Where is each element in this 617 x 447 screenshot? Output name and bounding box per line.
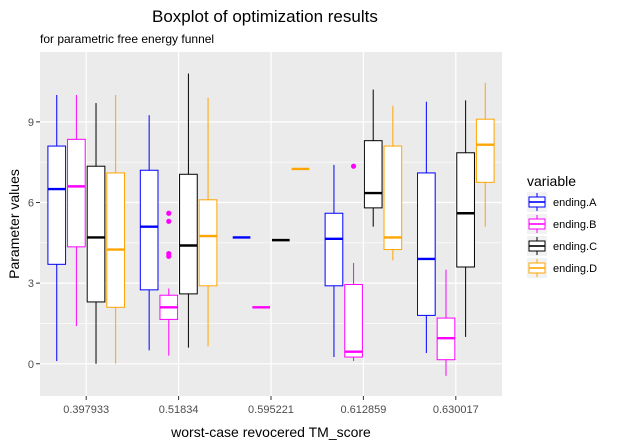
box-ending.C-0.51834	[179, 73, 198, 348]
box-body	[198, 199, 218, 287]
legend-title: variable	[527, 173, 576, 189]
x-tick-label: 0.595221	[248, 404, 294, 416]
legend-items: ending.A ending.B ending.C ending.D	[527, 192, 597, 278]
y-tick-label: 9	[28, 117, 34, 129]
x-axis-title: worst-case revocered TM_score	[170, 424, 371, 440]
box-ending.B-0.630017	[436, 269, 456, 376]
box-body	[324, 212, 344, 287]
box-ending.C-0.397933	[86, 103, 106, 364]
box-body	[86, 165, 106, 303]
legend-item-ending.B: ending.B	[527, 214, 596, 234]
legend-item-ending.C: ending.C	[527, 236, 597, 256]
x-tick-label: 0.51834	[159, 404, 199, 416]
x-axis: 0.397933 0.51834 0.595221 0.612859 0.630017	[63, 396, 479, 416]
box-body	[106, 172, 125, 308]
legend: variable ending.Aending.Bending.Cending.…	[527, 173, 597, 278]
y-tick-label: 6	[28, 198, 34, 210]
box-body	[456, 152, 475, 268]
chart-subtitle: for parametric free energy funnel	[40, 32, 214, 46]
box-ending.A-0.612859	[324, 164, 344, 358]
box-body	[47, 145, 67, 265]
box-layer	[47, 73, 495, 376]
y-axis: 0 3 6 9	[28, 117, 40, 371]
box-ending.B-0.51834	[159, 210, 179, 356]
box-body	[344, 283, 363, 358]
outlier-point	[166, 218, 172, 224]
legend-label: ending.D	[553, 263, 597, 275]
x-tick-label: 0.397933	[63, 404, 109, 416]
legend-label: ending.C	[553, 241, 597, 253]
box-body	[179, 173, 198, 295]
box-ending.B-0.612859	[344, 163, 363, 362]
box-body	[383, 145, 403, 251]
box-ending.C-0.630017	[456, 100, 475, 337]
box-body	[417, 172, 436, 316]
legend-label: ending.B	[553, 219, 596, 231]
box-ending.C-0.612859	[363, 89, 383, 227]
x-tick-label: 0.612859	[340, 404, 386, 416]
outlier-point	[166, 253, 172, 259]
box-ending.A-0.397933	[47, 95, 67, 362]
box-ending.D-0.397933	[106, 95, 125, 364]
legend-item-ending.A: ending.A	[527, 192, 597, 212]
box-body	[67, 138, 86, 248]
chart-title: Boxplot of optimization results	[152, 7, 378, 26]
y-tick-label: 0	[28, 359, 34, 371]
box-ending.D-0.612859	[383, 105, 403, 261]
x-tick-label: 0.630017	[433, 404, 479, 416]
y-axis-title: Parameter values	[6, 169, 22, 279]
box-body	[363, 140, 383, 209]
box-ending.A-0.630017	[417, 101, 436, 353]
legend-label: ending.A	[553, 197, 597, 209]
box-ending.B-0.397933	[67, 95, 86, 327]
box-body	[475, 118, 495, 183]
legend-item-ending.D: ending.D	[527, 258, 597, 278]
box-ending.D-0.630017	[475, 82, 495, 227]
outlier-point	[166, 210, 172, 216]
outlier-point	[350, 163, 357, 169]
box-body	[139, 169, 159, 291]
box-ending.A-0.51834	[139, 115, 159, 351]
grid-layer	[40, 52, 502, 396]
y-tick-label: 3	[28, 278, 34, 290]
box-ending.D-0.51834	[198, 97, 218, 347]
